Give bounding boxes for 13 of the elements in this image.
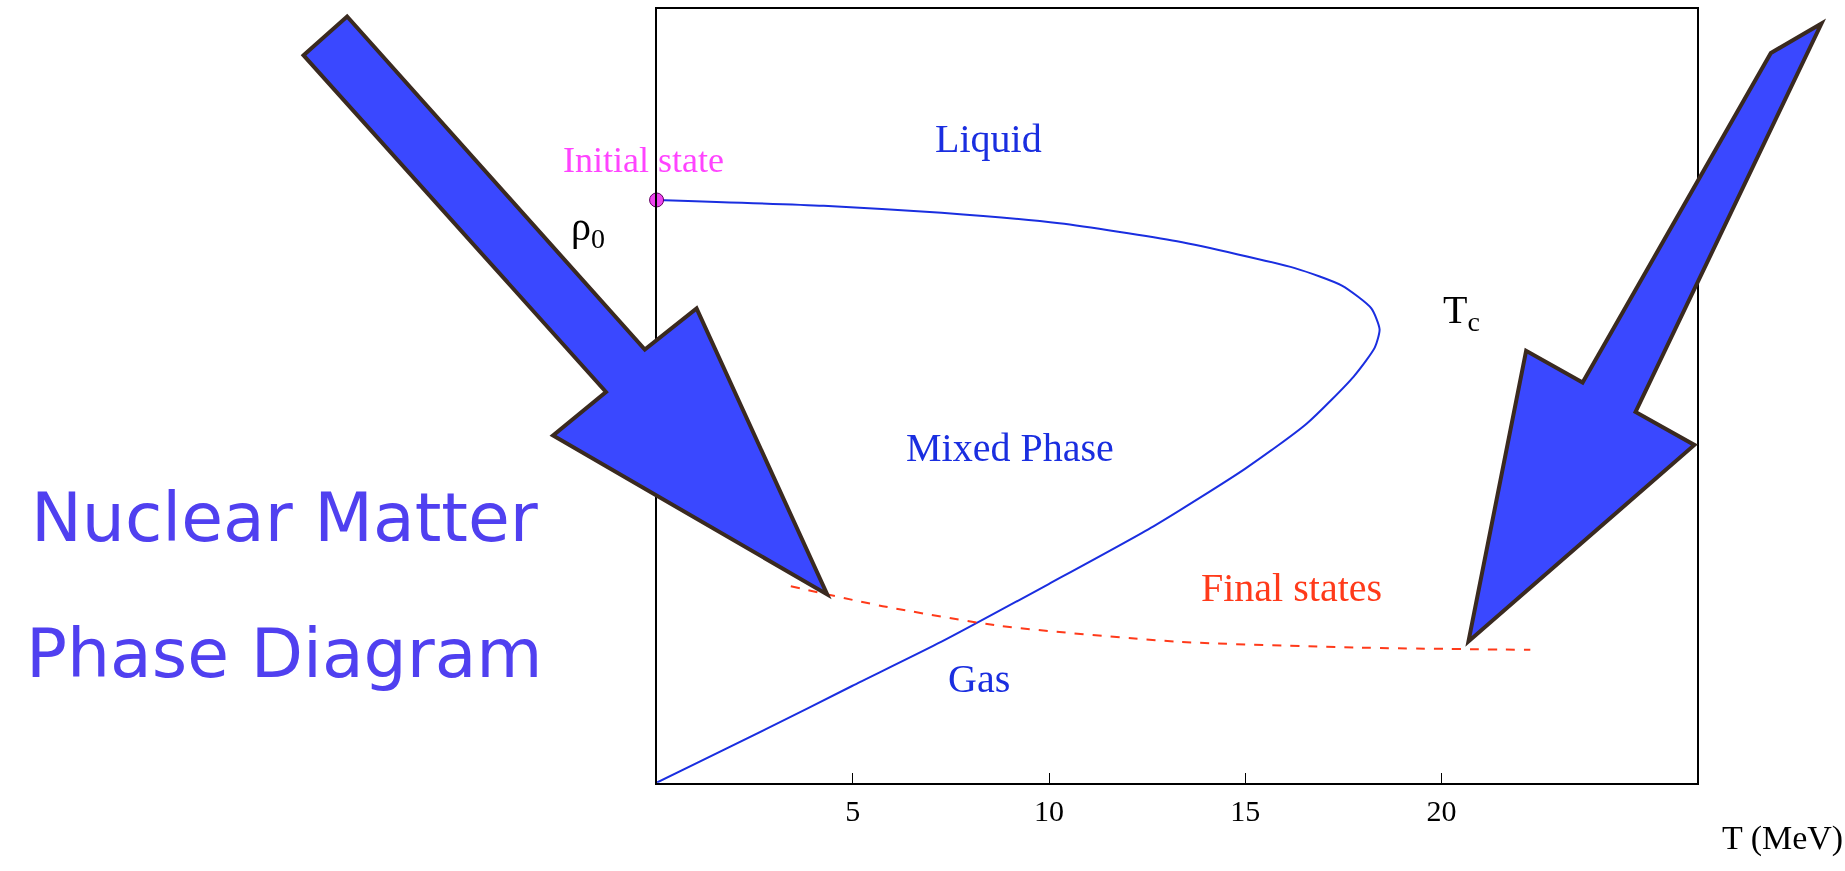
annotation: Final states <box>1201 565 1383 610</box>
x-tick-label: 20 <box>1426 793 1457 827</box>
annotation: Mixed Phase <box>906 425 1114 470</box>
text: Nuclear Matter Phase Diagram <box>26 478 543 693</box>
text: Initial state <box>563 140 724 180</box>
annotation: T$_{c}$ <box>1443 287 1480 338</box>
annotation: Gas <box>948 656 1011 701</box>
x-tick-label: 5 <box>845 793 861 827</box>
text: ρ$_{0}$ <box>571 204 605 255</box>
x-axis-title: T (MeV) <box>1722 819 1844 857</box>
text: Liquid <box>935 116 1042 161</box>
x-tick-label: 15 <box>1230 793 1261 827</box>
x-tick-label: 10 <box>1034 793 1065 827</box>
